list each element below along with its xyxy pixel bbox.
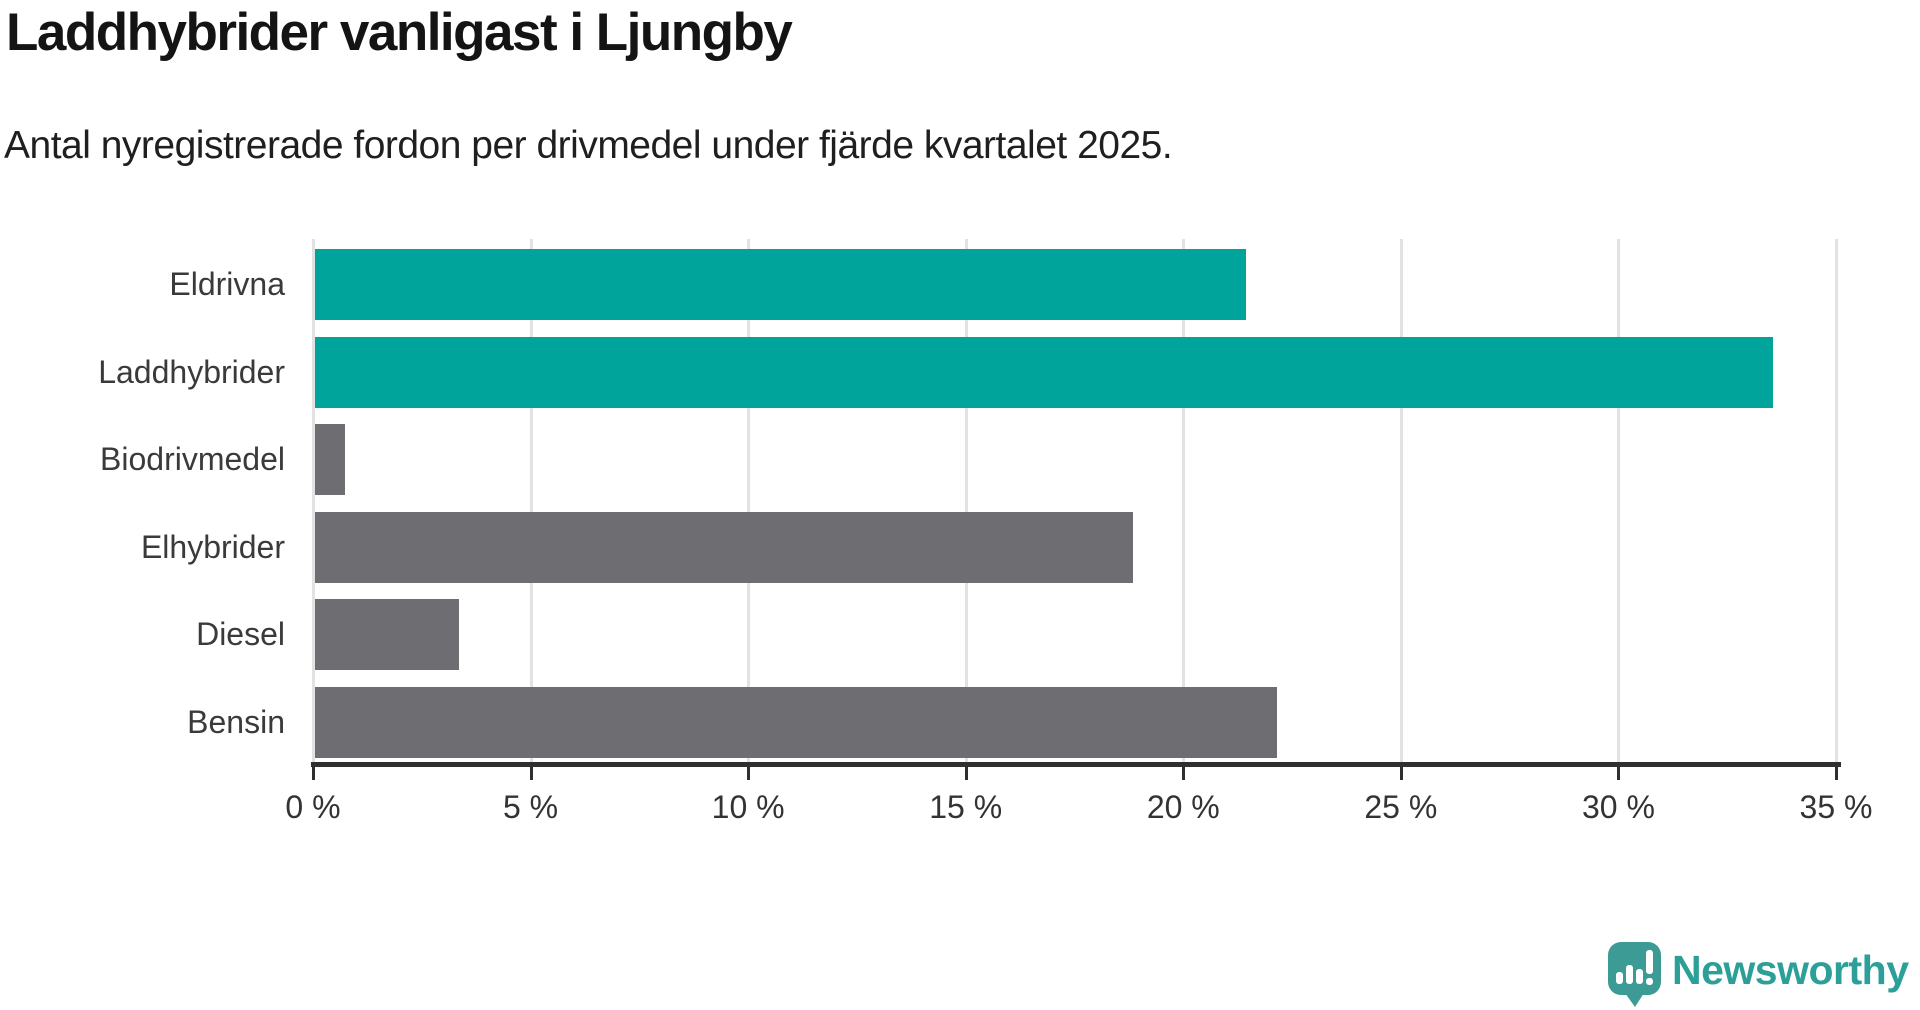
category-label-elhybrider: Elhybrider [140,528,285,565]
x-tick-mark-5 [529,767,533,780]
plot-area: 0 % 5 % 10 % 15 % 20 % 25 % 30 % 35 % [285,239,1872,825]
logo-speech-tail [1625,993,1644,1007]
bar-laddhybrider [315,336,1773,408]
x-tick-label-35: 35 % [1799,789,1873,825]
x-tick-label-20: 20 % [1146,789,1220,825]
newsworthy-wordmark: Newsworthy [1672,947,1909,993]
gridline-20 [1182,239,1186,764]
category-label-eldrivna: Eldrivna [169,266,285,302]
x-tick-label-30: 30 % [1581,789,1655,825]
x-tick-mark-10 [747,767,751,780]
logo-bar-icon [1616,972,1623,984]
x-tick-mark-15 [964,767,968,780]
x-tick-label-25: 25 % [1364,789,1438,825]
category-label-diesel: Diesel [196,616,285,652]
bar-diesel [315,599,459,670]
gridline-0 [312,239,315,764]
gridline-30 [1617,239,1621,764]
gridline-25 [1399,239,1403,764]
x-tick-mark-35 [1835,767,1838,780]
logo-exclamation-dot-icon [1646,978,1653,985]
bar-elhybrider [315,511,1134,583]
chart-title: Laddhybrider vanligast i Ljungby [6,3,793,62]
x-tick-mark-20 [1182,767,1186,780]
gridline-15 [964,239,968,764]
newsworthy-logo-icon [1608,942,1661,995]
x-tick-mark-0 [312,767,315,780]
gridline-35 [1835,239,1838,764]
category-label-bensin: Bensin [187,703,285,740]
bar-bensin [315,686,1277,758]
logo-bar-icon [1626,965,1633,984]
gridline-5 [529,239,533,764]
chart-subtitle: Antal nyregistrerade fordon per drivmede… [4,124,1173,167]
y-axis-category-labels: Eldrivna Laddhybrider Biodrivmedel Elhybrid… [0,239,299,764]
bar-biodrivmedel [315,424,346,495]
category-label-laddhybrider: Laddhybrider [98,353,285,390]
x-axis-line [311,762,1841,767]
x-tick-label-10: 10 % [711,789,785,825]
x-tick-mark-30 [1617,767,1621,780]
x-tick-label-5: 5 % [502,789,559,825]
bar-eldrivna [315,249,1247,320]
category-label-biodrivmedel: Biodrivmedel [100,441,285,477]
logo-bar-icon [1636,969,1643,984]
x-tick-label-0: 0 % [285,789,341,825]
logo-exclamation-icon [1646,950,1653,974]
gridline-10 [747,239,751,764]
x-tick-mark-25 [1399,767,1403,780]
x-tick-label-15: 15 % [929,789,1003,825]
newsworthy-logo: Newsworthy [1608,942,1914,1007]
